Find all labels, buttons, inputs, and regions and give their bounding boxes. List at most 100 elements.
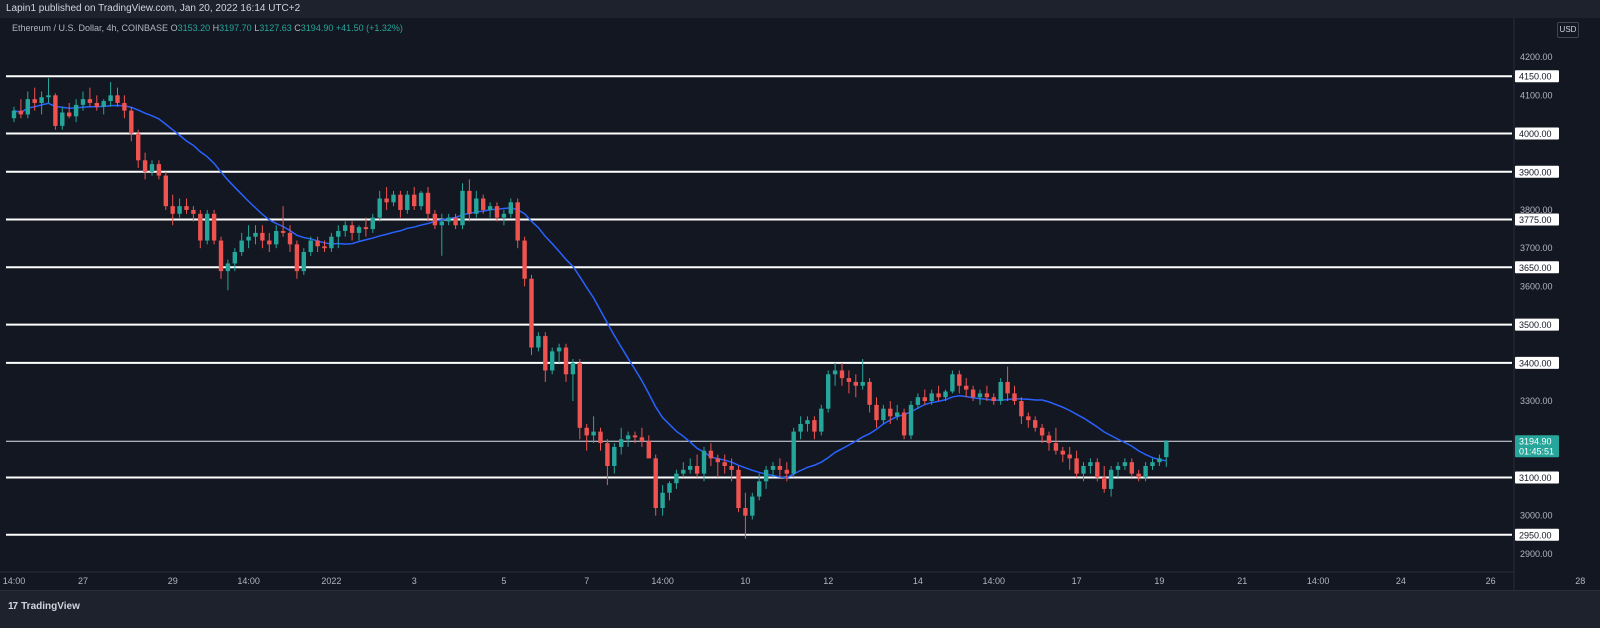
x-tick-label: 7 [584, 576, 589, 586]
candle-body [1095, 462, 1100, 478]
candle-body [508, 202, 513, 214]
candle-body [487, 206, 493, 210]
candle-body [922, 397, 927, 402]
candle-body [1053, 443, 1059, 451]
moving-average-line [13, 102, 1167, 479]
level-tag-label: 3100.00 [1519, 473, 1552, 483]
candle-body [101, 101, 106, 107]
x-tick-label: 3 [412, 576, 417, 586]
candle-body [460, 190, 465, 226]
ohlc-legend: Ethereum / U.S. Dollar, 4h, COINBASE O31… [12, 23, 403, 33]
candle-body [391, 194, 396, 203]
candle-body [694, 466, 700, 474]
candlestick-chart[interactable]: 2900.003000.003100.003200.003300.003400.… [0, 18, 1600, 590]
change-value: +41.50 (+1.32%) [335, 23, 403, 33]
publisher-bar: Lapin1 published on TradingView.com, Jan… [0, 0, 1600, 18]
candle-body [94, 102, 99, 107]
candle-body [784, 469, 789, 474]
candle-body [970, 389, 976, 398]
candle-body [598, 431, 603, 444]
level-tag [1515, 356, 1559, 369]
candle-body [812, 420, 817, 432]
candle-body [11, 110, 17, 119]
candle-body [536, 336, 541, 348]
candle-body [1046, 435, 1052, 444]
candle-body [136, 133, 141, 161]
candle-body [191, 209, 196, 214]
candle-body [253, 232, 258, 237]
x-tick-label: 28 [1575, 576, 1585, 586]
x-tick-label: 14 [913, 576, 923, 586]
candle-body [218, 240, 224, 272]
candle-body [957, 374, 962, 386]
candle-body [1005, 381, 1010, 394]
y-tick-label: 3800.00 [1520, 205, 1553, 215]
x-tick-label: 14:00 [1307, 576, 1330, 586]
candle-body [1122, 462, 1128, 466]
candle-body [757, 481, 762, 497]
footer-bar: 17 TradingView [0, 590, 1600, 628]
close-label: C [294, 23, 301, 33]
candle-body [715, 458, 720, 463]
candle-body [895, 412, 900, 417]
chart-area[interactable]: 2900.003000.003100.003200.003300.003400.… [0, 18, 1600, 603]
currency-button[interactable]: USD [1557, 22, 1579, 38]
candle-body [998, 381, 1003, 402]
candle-body [826, 374, 831, 409]
tradingview-brand-label: TradingView [21, 601, 80, 612]
candle-body [467, 190, 472, 214]
candle-body [570, 362, 576, 375]
candle-body [232, 252, 237, 264]
candle-body [115, 95, 120, 103]
level-tag [1515, 528, 1559, 541]
candle-body [543, 336, 548, 371]
candle-body [1115, 466, 1121, 470]
candle-body [1081, 466, 1086, 474]
candle-body [619, 439, 624, 447]
candle-body [1108, 469, 1114, 489]
candle-body [412, 194, 417, 207]
candle-body [225, 263, 231, 272]
y-tick-label: 4200.00 [1520, 52, 1553, 62]
candle-body [556, 347, 562, 352]
x-tick-label: 17 [1072, 576, 1082, 586]
tradingview-logo[interactable]: 17 TradingView [8, 601, 80, 612]
candle-body [874, 404, 879, 421]
candle-body [770, 466, 776, 470]
candle-body [977, 393, 983, 398]
candle-body [1033, 420, 1038, 428]
open-value: 3153.20 [177, 23, 211, 33]
candle-body [1026, 416, 1031, 421]
x-tick-label: 24 [1396, 576, 1406, 586]
candle-body [743, 508, 748, 516]
x-tick-label: 27 [78, 576, 88, 586]
tradingview-logo-icon: 17 [8, 601, 18, 612]
candle-body [25, 99, 30, 115]
candle-body [908, 404, 914, 436]
x-tick-label: 12 [823, 576, 833, 586]
candle-body [901, 412, 907, 436]
close-value: 3194.90 [300, 23, 334, 33]
level-tag-label: 3400.00 [1519, 358, 1552, 368]
level-tag-label: 3900.00 [1519, 167, 1552, 177]
x-tick-label: 26 [1486, 576, 1496, 586]
candle-body [936, 393, 941, 398]
candle-body [349, 225, 355, 233]
candle-body [660, 492, 665, 509]
low-label: L [254, 23, 260, 33]
candle-body [377, 198, 382, 218]
candle-body [563, 347, 569, 375]
candle-body [301, 252, 306, 272]
low-value: 3127.63 [259, 23, 292, 33]
candle-body [1012, 393, 1017, 402]
candle-body [322, 246, 327, 249]
candle-body [1143, 466, 1148, 478]
candle-body [73, 104, 79, 117]
y-tick-label: 3700.00 [1520, 243, 1553, 253]
current-price-tag [1515, 435, 1559, 458]
candle-body [639, 437, 645, 442]
candle-body [853, 381, 858, 386]
candle-body [577, 362, 582, 428]
candle-body [108, 95, 113, 102]
x-tick-label: 14:00 [983, 576, 1006, 586]
